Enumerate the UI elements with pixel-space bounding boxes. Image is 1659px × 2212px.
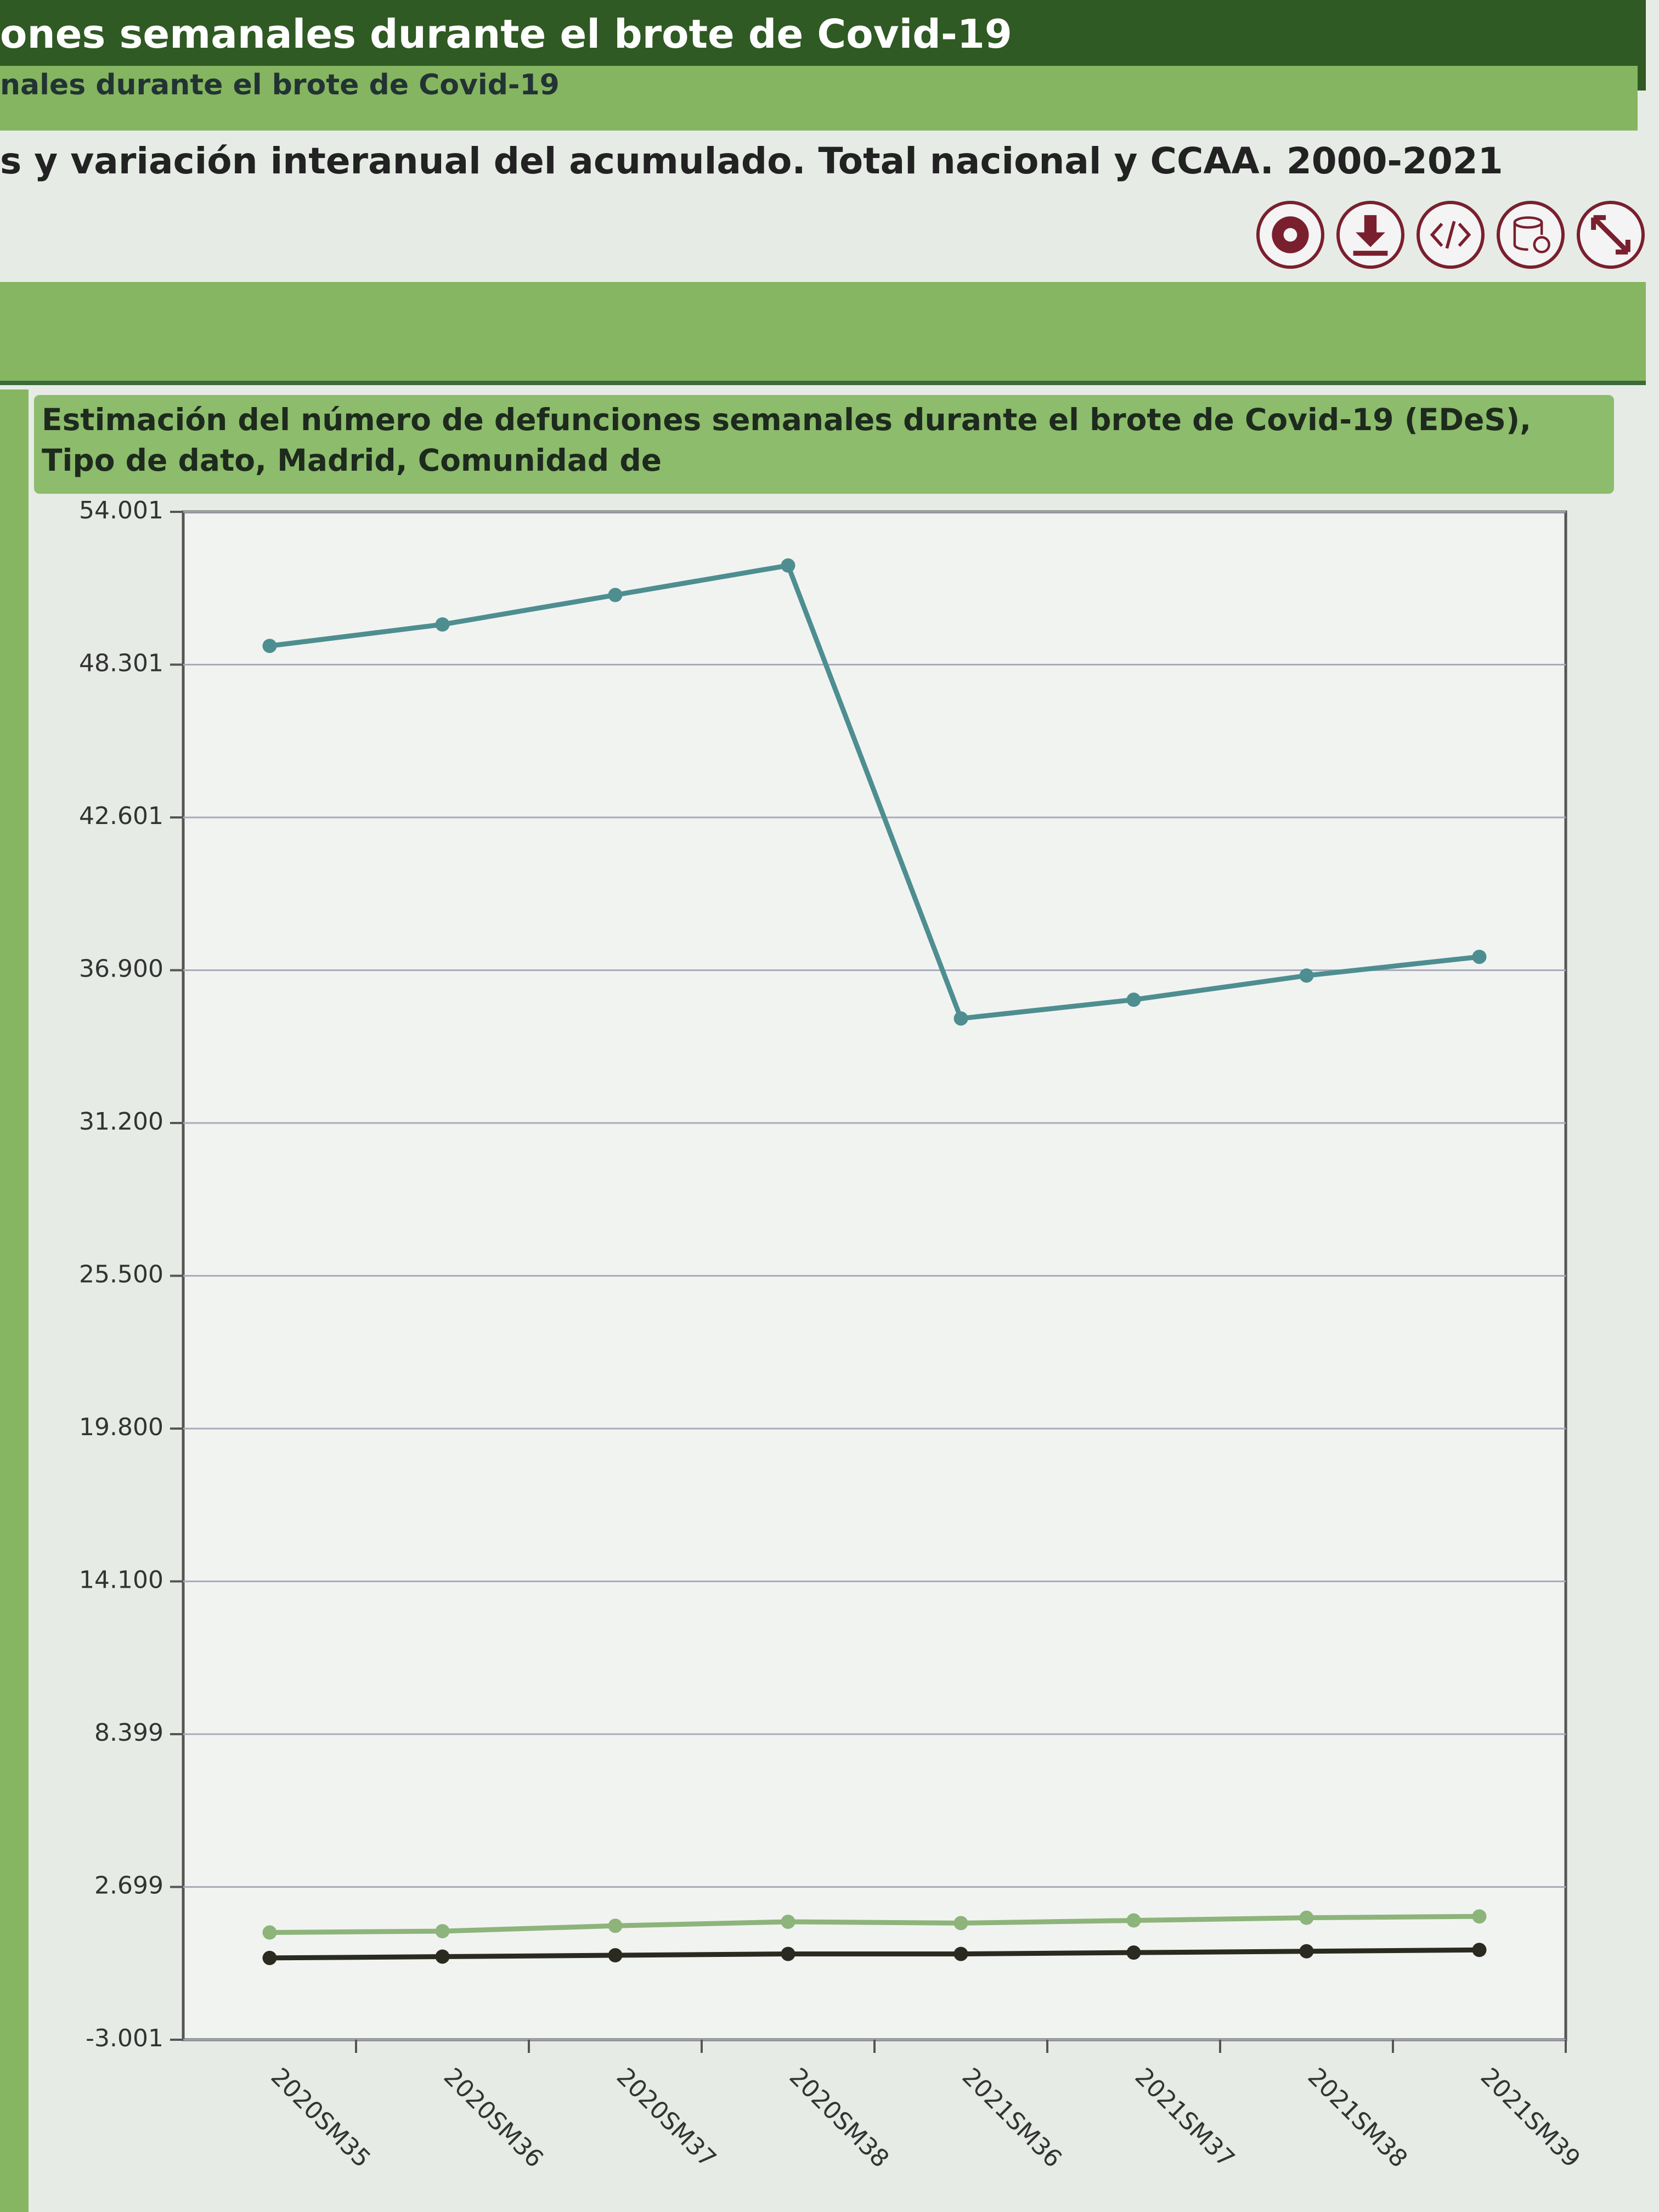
x-tick-label: 2020SM37: [611, 2063, 721, 2173]
data-point: [262, 1925, 277, 1940]
side-strip: [0, 390, 29, 2212]
toolbar-band: [0, 282, 1646, 385]
data-point: [1299, 1944, 1314, 1959]
data-point: [781, 1914, 795, 1929]
series-line: [269, 1947, 1480, 1961]
x-tick-label: 2021SM37: [1130, 2063, 1240, 2173]
y-tick-label: 14.100: [79, 1566, 163, 1594]
y-tick-label: 2.699: [94, 1872, 163, 1900]
data-point: [1299, 1910, 1314, 1925]
fullscreen-button[interactable]: [1577, 201, 1645, 269]
data-point: [953, 1011, 968, 1026]
data-point: [608, 1948, 623, 1963]
subheader-bar: [0, 66, 1638, 131]
data-point: [608, 1918, 623, 1933]
data-point: [262, 639, 277, 653]
data-point: [1126, 1945, 1141, 1960]
series-line: [269, 1914, 1480, 1936]
y-tick-label: 19.800: [79, 1413, 163, 1441]
data-point: [1299, 968, 1314, 983]
x-tick-label: 2021SM38: [1302, 2063, 1413, 2173]
y-tick-label: 42.601: [79, 802, 163, 830]
database-button[interactable]: [1497, 201, 1565, 269]
data-point: [953, 1916, 968, 1931]
chart-title: Estimación del número de defunciones sem…: [34, 395, 1614, 494]
x-tick-label: 2021SM39: [1475, 2063, 1585, 2173]
data-point: [608, 588, 623, 602]
data-point: [1126, 1913, 1141, 1928]
x-tick-label: 2020SM35: [266, 2063, 376, 2173]
y-tick-label: 31.200: [79, 1108, 163, 1136]
data-point: [435, 1949, 450, 1964]
y-tick-label: -3.001: [86, 2024, 163, 2052]
data-point: [1472, 1943, 1487, 1957]
y-tick-label: 54.001: [79, 496, 163, 524]
header-subtitle: nales durante el brote de Covid-19: [0, 69, 560, 101]
data-point: [435, 617, 450, 632]
y-tick-label: 8.399: [94, 1719, 163, 1747]
data-point: [953, 1946, 968, 1961]
y-tick-label: 48.301: [79, 649, 163, 677]
x-tick-label: 2020SM36: [438, 2063, 549, 2173]
embed-button[interactable]: [1417, 201, 1485, 269]
data-point: [781, 1946, 795, 1961]
data-point: [1472, 1909, 1487, 1924]
settings-button[interactable]: [1256, 201, 1324, 269]
data-point: [1126, 992, 1141, 1007]
x-tick-label: 2020SM38: [784, 2063, 894, 2173]
data-point: [781, 558, 795, 573]
data-point: [1472, 950, 1487, 964]
data-point: [262, 1950, 277, 1965]
series-line: [269, 562, 1480, 1022]
table-heading: s y variación interanual del acumulado. …: [0, 140, 1503, 182]
header-title: ones semanales durante el brote de Covid…: [0, 11, 1012, 57]
data-point: [435, 1924, 450, 1939]
y-tick-label: 36.900: [79, 955, 163, 983]
download-button[interactable]: [1336, 201, 1404, 269]
y-tick-label: 25.500: [79, 1261, 163, 1289]
x-tick-label: 2021SM36: [957, 2063, 1067, 2173]
